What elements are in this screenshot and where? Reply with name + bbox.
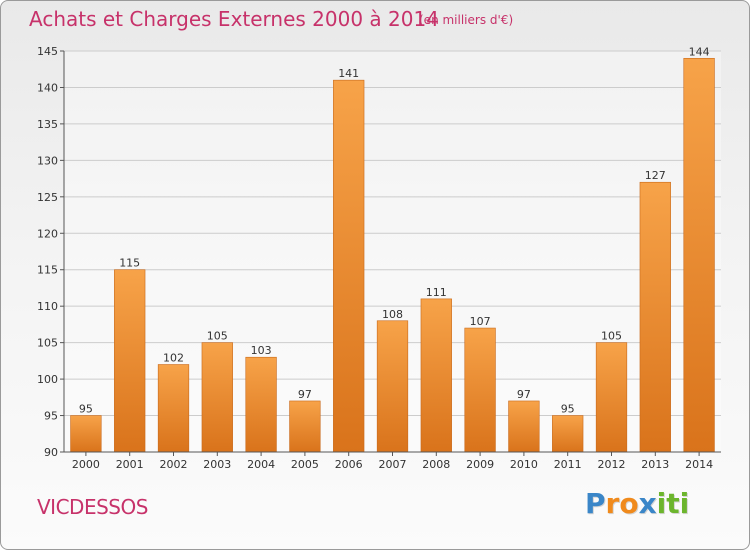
chart-title: Achats et Charges Externes 2000 à 2014 [29, 7, 439, 31]
data-label: 108 [382, 308, 403, 321]
y-tick-label: 125 [37, 191, 58, 204]
y-tick-label: 110 [37, 300, 58, 313]
data-label: 107 [470, 315, 491, 328]
bar [420, 298, 452, 453]
y-tick-label: 115 [37, 264, 58, 277]
y-tick-label: 95 [44, 410, 58, 423]
logo-letter: t [666, 487, 680, 520]
x-tick-label: 2013 [641, 458, 669, 471]
y-tick-label: 100 [37, 373, 58, 386]
x-tick-label: 2003 [203, 458, 231, 471]
chart-unit: (en milliers d'€) [419, 13, 514, 27]
bar [683, 57, 715, 453]
bar [70, 415, 102, 453]
bar [289, 400, 321, 453]
x-tick-label: 2001 [116, 458, 144, 471]
logo-letter: i [679, 487, 690, 520]
logo-letter: i [656, 487, 667, 520]
bar [508, 400, 540, 453]
bar [201, 342, 233, 453]
y-tick-label: 145 [37, 45, 58, 58]
y-tick-label: 90 [44, 446, 58, 459]
data-label: 115 [119, 257, 140, 270]
bar [464, 327, 496, 453]
y-tick-label: 130 [37, 154, 58, 167]
x-tick-label: 2008 [422, 458, 450, 471]
x-tick-label: 2006 [335, 458, 363, 471]
x-tick-label: 2007 [379, 458, 407, 471]
bar [114, 269, 146, 453]
logo-letter: r [605, 487, 620, 520]
y-tick-label: 140 [37, 81, 58, 94]
x-tick-label: 2014 [685, 458, 713, 471]
logo-letter: x [638, 487, 657, 520]
data-label: 141 [338, 67, 359, 80]
data-label: 105 [601, 330, 622, 343]
bar [552, 415, 584, 453]
data-label: 127 [645, 169, 666, 182]
logo-letter: P [585, 487, 606, 520]
data-label: 97 [517, 388, 531, 401]
logo-letter: o [619, 487, 639, 520]
bar [639, 181, 671, 453]
commune-name: VICDESSOS [37, 495, 148, 519]
bar [595, 342, 628, 453]
data-label: 97 [298, 388, 312, 401]
data-label: 144 [689, 45, 710, 58]
x-tick-label: 2004 [247, 458, 275, 471]
x-tick-label: 2012 [598, 458, 626, 471]
x-tick-label: 2005 [291, 458, 319, 471]
data-label: 105 [207, 330, 228, 343]
x-tick-label: 2011 [554, 458, 582, 471]
y-tick-label: 120 [37, 227, 58, 240]
data-label: 102 [163, 352, 184, 365]
bar [376, 320, 409, 453]
data-label: 111 [426, 286, 447, 299]
x-tick-label: 2002 [160, 458, 188, 471]
data-label: 95 [79, 403, 93, 416]
bar [157, 364, 190, 453]
x-tick-label: 2009 [466, 458, 494, 471]
x-tick-label: 2010 [510, 458, 538, 471]
y-tick-label: 105 [37, 337, 58, 350]
axis-layer: 90 95 100 105 110 115 120 125 130 135 140 145 95 2000… [37, 45, 721, 471]
proxiti-logo: Proxiti [585, 487, 689, 520]
bar-layer [70, 57, 715, 453]
data-label: 95 [561, 403, 575, 416]
data-label: 103 [251, 344, 272, 357]
y-tick-label: 135 [37, 118, 58, 131]
bar [245, 356, 277, 453]
bar [333, 79, 365, 453]
x-tick-label: 2000 [72, 458, 100, 471]
